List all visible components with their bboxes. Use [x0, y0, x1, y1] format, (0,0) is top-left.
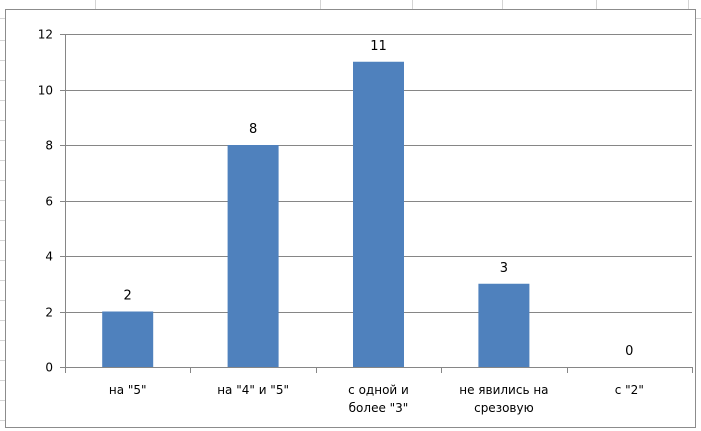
chart-area[interactable]: 0 2 4 6 8 10 12 2 на "5" 8 на "4" и "5" 11 с одной и…	[5, 9, 696, 428]
data-label: 3	[500, 261, 508, 276]
y-tick-label: 2	[45, 306, 53, 320]
category-label: не явились на	[459, 383, 548, 397]
bar	[102, 311, 154, 367]
data-label: 11	[370, 39, 387, 54]
y-tick-label: 10	[38, 84, 53, 98]
category-label: более "3"	[349, 401, 409, 415]
data-label: 8	[249, 122, 257, 137]
category-label: на "5"	[109, 383, 147, 397]
bar	[353, 61, 404, 367]
y-tick-label: 0	[45, 361, 53, 375]
y-tick-label: 12	[38, 28, 53, 42]
category-label: с одной и	[348, 383, 409, 397]
y-tick-label: 8	[45, 139, 53, 153]
bar-chart: 0 2 4 6 8 10 12 2 на "5" 8 на "4" и "5" 11 с одной и…	[38, 28, 693, 415]
data-label: 2	[124, 289, 132, 304]
data-label: 0	[625, 344, 633, 359]
bar	[478, 283, 530, 367]
category-label: срезовую	[474, 401, 534, 415]
y-tick-label: 6	[45, 195, 53, 209]
category-label: с "2"	[615, 383, 644, 397]
y-tick-label: 4	[45, 250, 53, 264]
bar	[227, 145, 279, 367]
category-label: на "4" и "5"	[217, 383, 289, 397]
